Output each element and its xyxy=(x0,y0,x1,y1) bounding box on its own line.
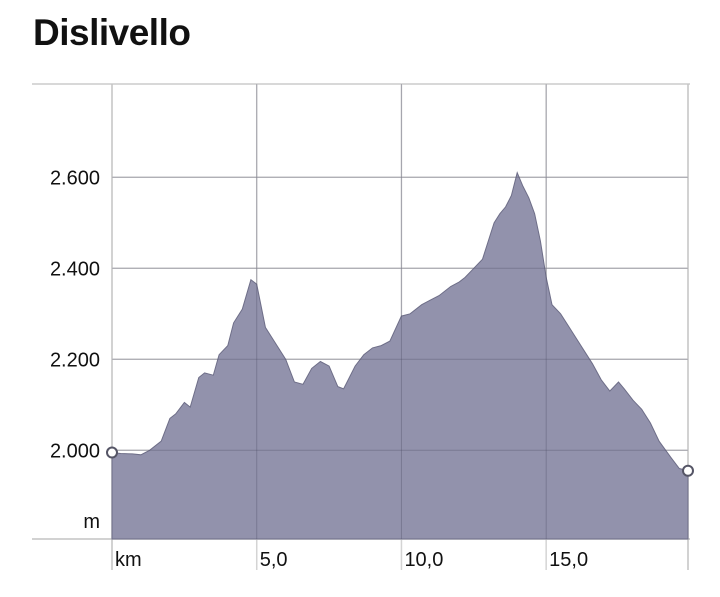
grid-overlay xyxy=(112,84,688,539)
x-tick-label: 15,0 xyxy=(549,549,588,571)
x-axis-unit-label: km xyxy=(115,549,142,571)
y-tick-label: 2.200 xyxy=(50,349,100,371)
x-tick-label: 5,0 xyxy=(260,549,288,571)
x-tick-label: 10,0 xyxy=(404,549,443,571)
y-axis-unit-label: m xyxy=(83,511,100,533)
chart-title: Dislivello xyxy=(33,12,191,53)
y-tick-label: 2.600 xyxy=(50,167,100,189)
tick-labels: m km 2.000 2.200 2.400 2.600 5,0 10,0 15,0 xyxy=(50,167,588,571)
start-marker xyxy=(106,446,118,459)
y-tick-label: 2.400 xyxy=(50,258,100,280)
elevation-area-path xyxy=(111,171,689,540)
end-marker xyxy=(682,464,694,477)
y-tick-label: 2.000 xyxy=(50,440,100,462)
endpoint-markers xyxy=(106,446,694,477)
elevation-area xyxy=(111,171,689,540)
